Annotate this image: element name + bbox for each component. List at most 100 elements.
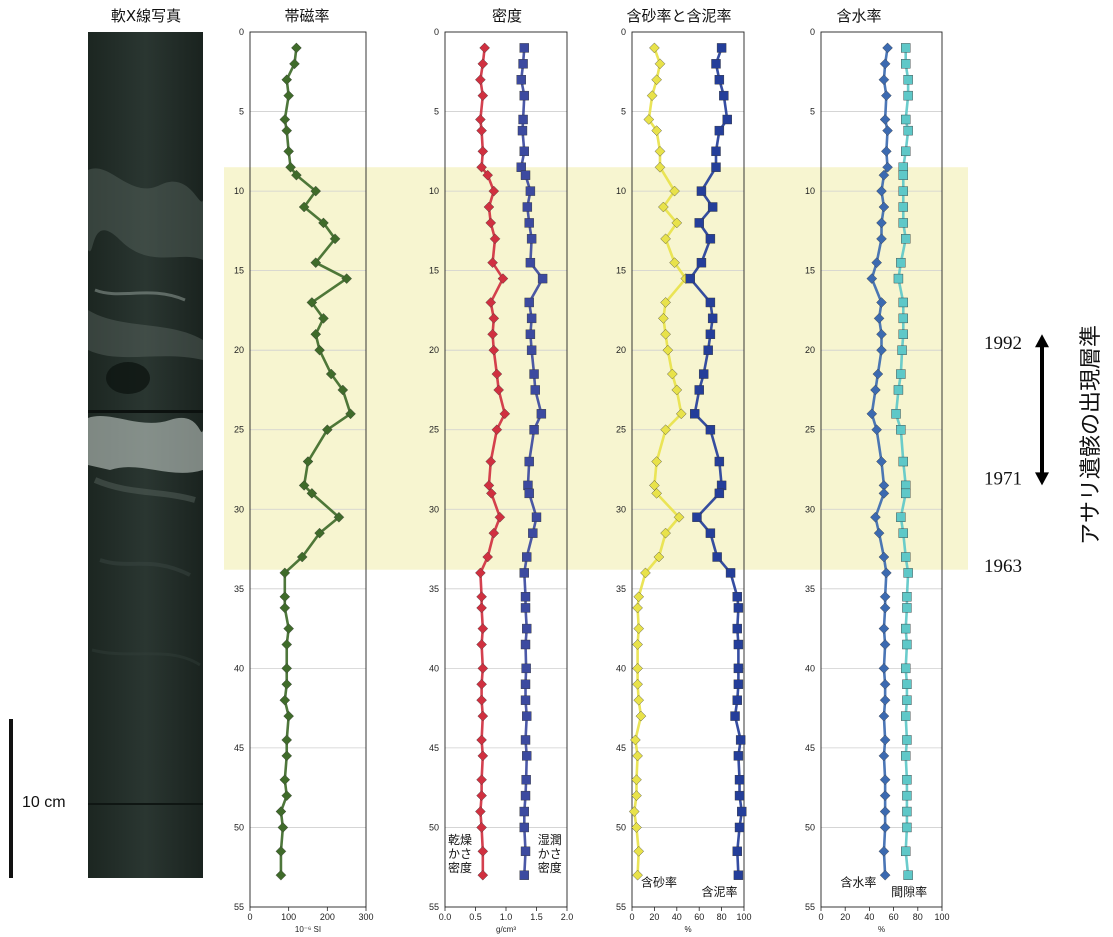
y-tick-label: 45 <box>805 743 815 753</box>
x-tick-label: 40 <box>864 912 874 922</box>
data-point <box>878 663 890 674</box>
data-point <box>711 59 721 69</box>
data-point <box>879 639 891 650</box>
data-point <box>281 74 293 86</box>
data-point <box>732 695 742 705</box>
plot-frame <box>631 31 745 908</box>
data-point <box>714 125 725 136</box>
data-point <box>628 806 640 817</box>
data-point <box>525 257 536 268</box>
data-point <box>519 90 529 101</box>
data-point <box>732 623 742 634</box>
data-point <box>485 217 497 229</box>
data-point <box>521 663 531 674</box>
data-point <box>488 527 500 539</box>
data-point <box>705 234 716 244</box>
data-point <box>633 591 645 603</box>
data-point <box>898 186 908 196</box>
scale-bar-label: 10 cm <box>22 794 66 811</box>
data-point <box>703 345 713 355</box>
data-point <box>522 552 532 562</box>
data-point <box>524 488 534 499</box>
data-point <box>476 639 487 650</box>
data-point <box>630 734 641 746</box>
y-tick-label: 15 <box>429 266 439 276</box>
data-point <box>285 161 296 173</box>
data-point <box>707 202 718 212</box>
x-unit-label: % <box>684 925 691 934</box>
data-point <box>878 201 890 213</box>
y-tick-label: 20 <box>616 345 626 355</box>
data-point <box>519 806 529 817</box>
data-point <box>536 409 547 419</box>
data-point <box>658 201 669 213</box>
data-point <box>475 567 486 579</box>
series-line <box>870 47 889 876</box>
x-tick-label: 20 <box>840 912 850 922</box>
data-point <box>719 90 729 101</box>
data-point <box>520 790 531 801</box>
y-tick-label: 5 <box>434 107 439 117</box>
data-point <box>520 846 531 857</box>
chart-panel-2: 密度 0 5 10 15 20 25 30 35 40 45 50 550.0 0.5 1.0 1.5 2.0 g… <box>429 7 573 934</box>
y-tick-label: 55 <box>805 902 815 912</box>
data-point <box>298 201 310 213</box>
data-point <box>896 512 906 522</box>
data-point <box>279 774 291 786</box>
data-point <box>485 297 497 308</box>
data-point <box>477 846 489 857</box>
data-point <box>520 170 531 180</box>
data-point <box>902 806 912 817</box>
data-point <box>283 90 294 101</box>
data-point <box>494 511 506 523</box>
data-point <box>475 114 486 125</box>
data-point <box>660 328 671 340</box>
x-tick-label: 0 <box>247 912 252 922</box>
data-point <box>903 870 913 880</box>
scale-bar: 10 cm <box>9 719 66 878</box>
series-annotation: 間隙率 <box>891 884 927 899</box>
data-point <box>526 345 537 355</box>
data-point <box>896 369 906 379</box>
data-point <box>694 218 704 228</box>
x-tick-label: 100 <box>934 912 949 922</box>
data-point <box>705 297 716 308</box>
series-line <box>479 47 507 876</box>
data-point <box>337 384 349 396</box>
data-point <box>879 114 891 125</box>
data-point <box>671 217 683 229</box>
data-point <box>520 603 531 613</box>
data-point <box>876 217 887 229</box>
y-tick-label: 0 <box>810 27 815 37</box>
data-point <box>632 639 643 650</box>
data-point <box>488 185 500 197</box>
data-point <box>651 456 662 467</box>
data-point <box>329 233 341 245</box>
data-point <box>901 59 911 69</box>
data-point <box>692 512 702 522</box>
data-point <box>281 678 293 690</box>
y-tick-label: 15 <box>234 266 244 276</box>
data-point <box>519 43 529 53</box>
data-point <box>325 368 337 380</box>
data-point <box>879 806 891 817</box>
data-point <box>476 774 487 786</box>
data-point <box>476 790 487 801</box>
data-point <box>476 822 487 833</box>
data-point <box>283 146 294 157</box>
data-point <box>310 185 322 197</box>
data-point <box>901 711 911 721</box>
x-tick-label: 60 <box>694 912 704 922</box>
series-2 <box>685 43 747 880</box>
data-point <box>654 161 666 173</box>
data-point <box>873 527 885 539</box>
data-point <box>705 425 716 435</box>
data-point <box>525 186 536 196</box>
data-point <box>318 313 329 324</box>
data-point <box>898 202 908 212</box>
series-annotation: 含砂率 <box>641 874 677 889</box>
data-point <box>737 806 747 817</box>
data-point <box>654 146 666 157</box>
data-point <box>518 59 528 69</box>
